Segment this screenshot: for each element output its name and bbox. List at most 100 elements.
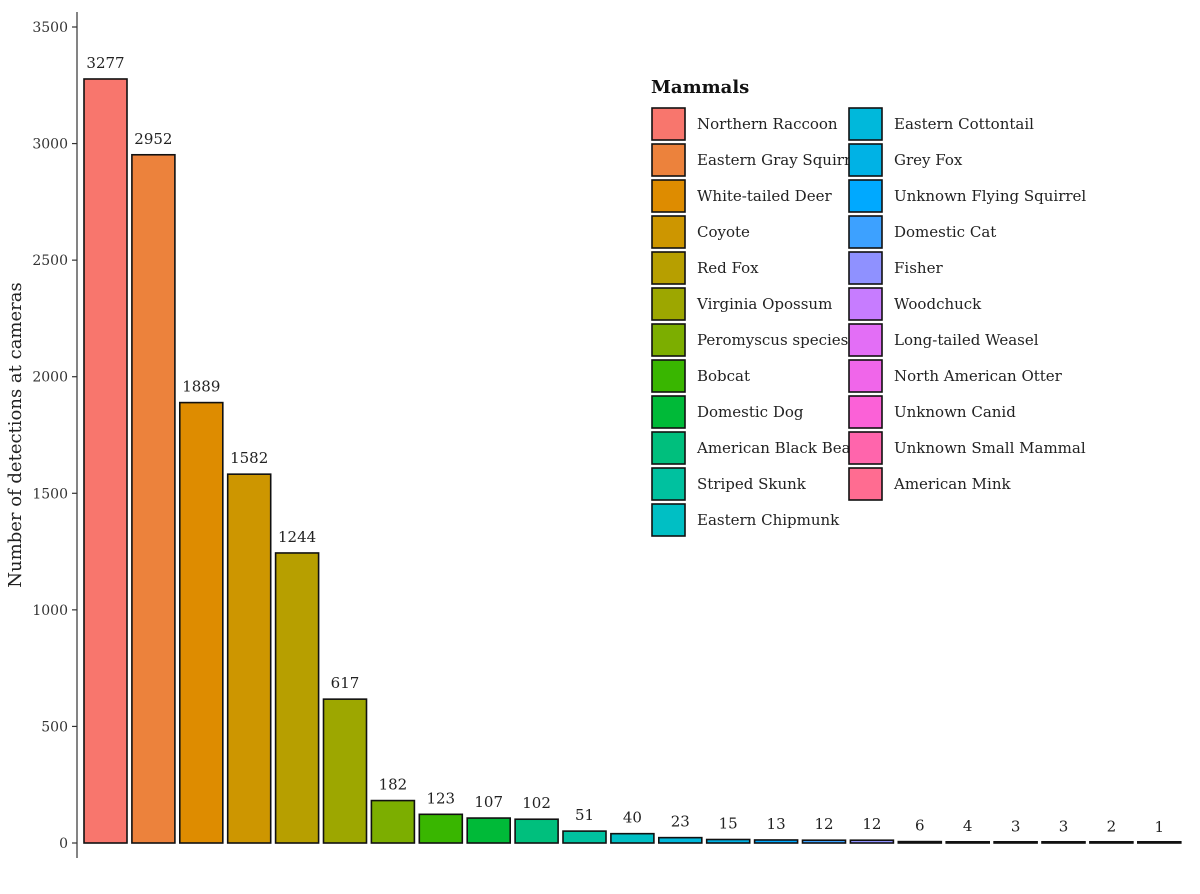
legend-swatch — [848, 143, 883, 177]
legend-label: Woodchuck — [894, 295, 982, 313]
bar-value-label: 617 — [331, 674, 360, 692]
legend-item: Fisher — [848, 251, 943, 285]
bar-value-label: 12 — [862, 815, 881, 833]
legend-label: Unknown Small Mammal — [894, 439, 1086, 457]
legend-item: Striped Skunk — [651, 467, 807, 501]
bar — [1137, 840, 1182, 844]
legend-label: Bobcat — [697, 367, 750, 385]
legend-label: Eastern Cottontail — [894, 115, 1034, 133]
y-tick-label: 2000 — [32, 370, 68, 386]
legend-label: Eastern Gray Squirrel — [697, 151, 865, 169]
bar-value-label: 2952 — [134, 130, 172, 148]
bar — [657, 836, 703, 844]
legend-item: Grey Fox — [848, 143, 963, 177]
bar-value-label: 3 — [1011, 817, 1021, 835]
bar-value-label: 15 — [719, 815, 738, 833]
bar-value-label: 51 — [575, 806, 594, 824]
y-tick-label: 1000 — [32, 603, 68, 619]
bar — [562, 830, 607, 844]
legend-swatch — [651, 251, 686, 285]
legend-swatch — [848, 215, 883, 249]
legend-swatch — [651, 323, 686, 357]
bar-value-label: 23 — [671, 813, 690, 831]
bar-value-label: 1582 — [230, 449, 268, 467]
legend-item: Bobcat — [651, 359, 750, 393]
legend-swatch — [651, 215, 686, 249]
bar — [322, 698, 368, 844]
bar-value-label: 102 — [522, 794, 551, 812]
legend-swatch — [651, 395, 686, 429]
legend-label: Eastern Chipmunk — [697, 511, 840, 529]
legend-swatch — [651, 467, 686, 501]
legend-swatch — [651, 143, 686, 177]
legend-swatch — [848, 323, 883, 357]
bar-value-label: 2 — [1107, 818, 1117, 836]
legend-item: White-tailed Deer — [651, 179, 832, 213]
y-axis-title: Number of detections at cameras — [5, 282, 26, 587]
bar — [897, 840, 943, 844]
bar — [849, 839, 895, 844]
legend-label: Red Fox — [697, 259, 759, 277]
bar — [801, 839, 847, 844]
legend-label: Unknown Flying Squirrel — [894, 187, 1086, 205]
bar-value-label: 182 — [379, 776, 408, 794]
legend-label: White-tailed Deer — [697, 187, 832, 205]
bar-value-label: 4 — [963, 817, 973, 835]
legend-item: Unknown Small Mammal — [848, 431, 1086, 465]
bar — [418, 813, 464, 844]
y-tick-label: 3000 — [32, 137, 68, 153]
legend-item: American Mink — [848, 467, 1011, 501]
legend-item: Unknown Canid — [848, 395, 1016, 429]
legend-swatch — [848, 287, 883, 321]
legend-item: Eastern Cottontail — [848, 107, 1034, 141]
legend-swatch — [651, 179, 686, 213]
bar — [1089, 840, 1134, 844]
legend-item: North American Otter — [848, 359, 1063, 393]
legend-label: Northern Raccoon — [697, 115, 838, 133]
legend-label: Fisher — [894, 259, 943, 277]
legend-label: Long-tailed Weasel — [894, 331, 1039, 349]
legend-item: Peromyscus species — [651, 323, 848, 357]
bar-value-label: 107 — [474, 793, 503, 811]
y-tick-label: 3500 — [32, 20, 68, 36]
legend-swatch — [848, 431, 883, 465]
bar-value-label: 1244 — [278, 528, 316, 546]
legend-label: Coyote — [697, 223, 750, 241]
bar — [466, 817, 512, 844]
bar-value-label: 123 — [426, 789, 455, 807]
bar — [753, 839, 799, 844]
bar-value-label: 12 — [814, 815, 833, 833]
legend-label: American Mink — [893, 475, 1011, 493]
bar-value-label: 3277 — [86, 54, 124, 72]
bar — [179, 401, 224, 844]
bar-value-label: 1 — [1155, 818, 1165, 836]
legend-label: Unknown Canid — [894, 403, 1016, 421]
legend-item: Northern Raccoon — [651, 107, 838, 141]
bar-value-label: 6 — [915, 817, 925, 835]
legend-item: Red Fox — [651, 251, 759, 285]
legend-swatch — [848, 467, 883, 501]
bar-value-label: 3 — [1059, 817, 1069, 835]
bar-value-label: 13 — [767, 815, 786, 833]
legend-item: Eastern Gray Squirrel — [651, 143, 865, 177]
bar — [993, 840, 1038, 844]
y-tick-label: 500 — [41, 719, 68, 735]
legend-item: Long-tailed Weasel — [848, 323, 1039, 357]
legend-item: Unknown Flying Squirrel — [848, 179, 1086, 213]
legend-swatch — [848, 395, 883, 429]
legend-label: Peromyscus species — [697, 331, 848, 349]
y-tick-label: 1500 — [32, 486, 68, 502]
y-tick-label: 0 — [59, 836, 68, 852]
legend-swatch — [848, 179, 883, 213]
y-tick-label: 2500 — [32, 253, 68, 269]
legend-item: Virginia Opossum — [651, 287, 832, 321]
bar — [705, 838, 751, 844]
legend-swatch — [651, 287, 686, 321]
legend-item: Eastern Chipmunk — [651, 503, 840, 537]
legend-swatch — [848, 251, 883, 285]
legend-label: Grey Fox — [894, 151, 963, 169]
legend-item: Coyote — [651, 215, 750, 249]
legend-label: Striped Skunk — [697, 475, 807, 493]
legend-title: Mammals — [651, 77, 749, 98]
legend-swatch — [651, 359, 686, 393]
